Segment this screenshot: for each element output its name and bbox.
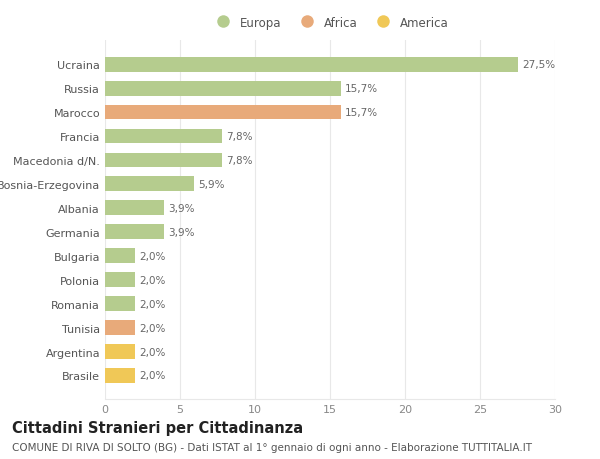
Text: 27,5%: 27,5% — [522, 60, 555, 70]
Bar — [105, 344, 135, 359]
Bar — [105, 177, 193, 192]
Text: 2,0%: 2,0% — [139, 299, 166, 309]
Bar — [105, 249, 135, 263]
Text: 2,0%: 2,0% — [139, 251, 166, 261]
Bar — [105, 273, 135, 287]
Text: 2,0%: 2,0% — [139, 275, 166, 285]
Bar — [105, 106, 341, 120]
Bar — [105, 320, 135, 335]
Bar — [105, 129, 222, 144]
Text: 15,7%: 15,7% — [345, 108, 378, 118]
Bar — [105, 368, 135, 383]
Text: 5,9%: 5,9% — [198, 179, 224, 190]
Text: 2,0%: 2,0% — [139, 371, 166, 381]
Text: 2,0%: 2,0% — [139, 347, 166, 357]
Text: 15,7%: 15,7% — [345, 84, 378, 94]
Bar — [105, 153, 222, 168]
Bar — [105, 297, 135, 311]
Legend: Europa, Africa, America: Europa, Africa, America — [209, 14, 451, 32]
Text: 3,9%: 3,9% — [168, 227, 194, 237]
Bar — [105, 57, 517, 73]
Bar — [105, 201, 163, 216]
Text: Cittadini Stranieri per Cittadinanza: Cittadini Stranieri per Cittadinanza — [12, 420, 303, 435]
Text: COMUNE DI RIVA DI SOLTO (BG) - Dati ISTAT al 1° gennaio di ogni anno - Elaborazi: COMUNE DI RIVA DI SOLTO (BG) - Dati ISTA… — [12, 442, 532, 452]
Text: 7,8%: 7,8% — [227, 156, 253, 166]
Bar — [105, 82, 341, 96]
Text: 7,8%: 7,8% — [227, 132, 253, 142]
Text: 3,9%: 3,9% — [168, 203, 194, 213]
Bar — [105, 225, 163, 240]
Text: 2,0%: 2,0% — [139, 323, 166, 333]
